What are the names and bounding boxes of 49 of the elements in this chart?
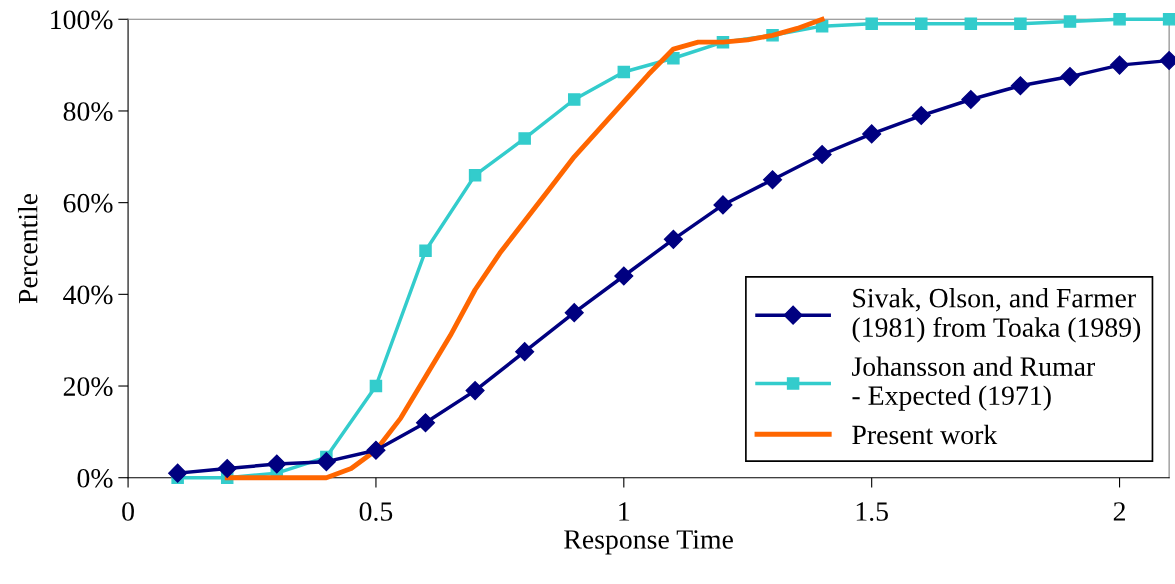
point: [518, 132, 531, 145]
point: [564, 303, 584, 323]
point: [713, 195, 733, 215]
point: [1060, 67, 1080, 87]
x-tick-label: 0: [122, 502, 134, 521]
y-tick-label: 20%: [63, 377, 113, 397]
point: [419, 244, 432, 258]
point: [961, 89, 981, 110]
point: [217, 459, 237, 479]
point: [1113, 13, 1126, 26]
point: [763, 170, 783, 190]
point: [515, 342, 535, 362]
point: [465, 381, 485, 401]
point: [369, 379, 383, 393]
point: [915, 17, 928, 31]
point: [168, 463, 188, 483]
point: [964, 17, 978, 31]
point: [316, 452, 336, 472]
point: [865, 17, 878, 31]
y-tick-label: 80%: [63, 102, 113, 121]
x-tick-label: 1: [619, 502, 630, 521]
point: [663, 229, 683, 249]
x-tick-label: 0.5: [359, 502, 393, 521]
point: [567, 93, 581, 106]
point: [1110, 55, 1130, 75]
point: [862, 124, 882, 144]
point: [617, 65, 631, 79]
y-tick-label: 40%: [63, 285, 113, 305]
point: [911, 106, 931, 126]
legend-label: Sivak, Olson, and Farmer (1981) from Toaka (1989): [852, 287, 1141, 343]
point: [468, 168, 482, 182]
legend-label: Johansson and Rumar - Expected (1971): [852, 356, 1095, 411]
point: [267, 454, 287, 474]
point: [1010, 76, 1030, 96]
point: [1162, 13, 1175, 26]
y-axis-title: Percentile: [17, 193, 38, 304]
y-tick-label: 100%: [51, 10, 113, 30]
x-tick-label: 1.5: [856, 502, 888, 521]
point: [1063, 15, 1077, 28]
point: [614, 266, 634, 286]
y-tick-label: 60%: [63, 193, 113, 213]
point: [1014, 17, 1027, 31]
x-tick-label: 2: [1113, 502, 1125, 521]
point: [366, 440, 386, 460]
legend-label: Present work: [852, 424, 998, 445]
x-axis-title: Response Time: [564, 530, 733, 555]
point: [415, 413, 436, 433]
y-tick-label: 0%: [77, 468, 113, 488]
point: [812, 144, 832, 165]
